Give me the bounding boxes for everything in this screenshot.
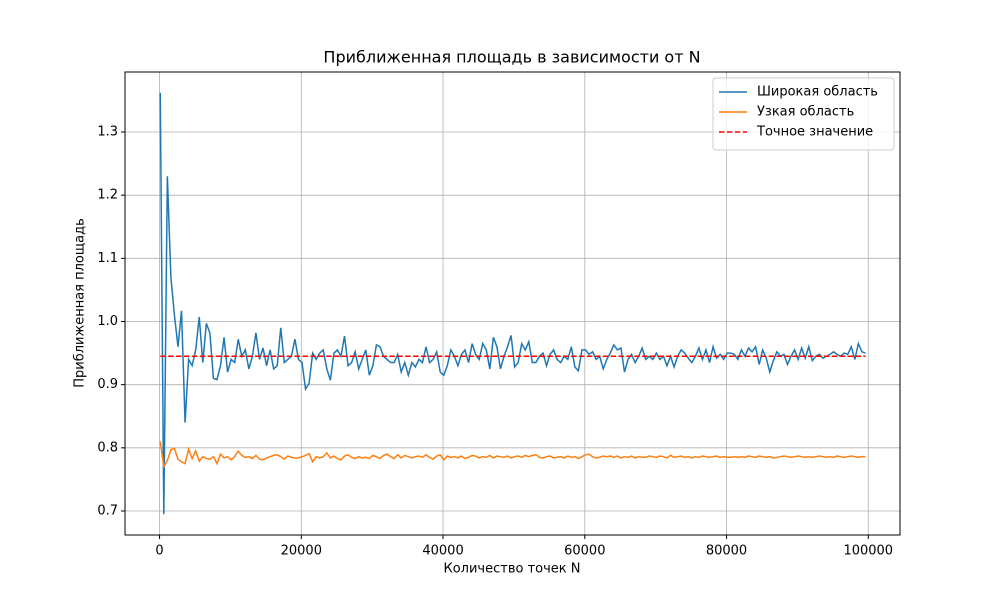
x-tick-label: 100000 — [843, 544, 893, 559]
x-tick-label: 60000 — [564, 544, 605, 559]
y-tick-label: 1.2 — [97, 188, 118, 203]
x-tick-label: 20000 — [281, 544, 322, 559]
legend: Широкая область Узкая область Точное значе… — [712, 77, 895, 151]
plot-area: 0 20000 40000 60000 80000 100000 0.7 0.8 0.9 1.0 1… — [97, 71, 901, 559]
y-tick-label: 1.1 — [97, 251, 118, 266]
axes-frame — [124, 71, 901, 536]
data-line — [159, 92, 866, 515]
legend-box — [712, 77, 895, 151]
legend-label: Широкая область — [757, 85, 878, 100]
x-tick-label: 40000 — [422, 544, 463, 559]
legend-label: Узкая область — [757, 105, 854, 120]
y-tick-label: 1.3 — [97, 125, 118, 140]
chart-title: Приближенная площадь в зависимости от N — [323, 48, 700, 67]
x-tick-label: 80000 — [706, 544, 747, 559]
y-axis-label: Приближенная площадь — [73, 218, 88, 388]
legend-label: Точное значение — [756, 125, 873, 140]
y-tick-label: 1.0 — [97, 314, 118, 329]
x-axis-label: Количество точек N — [443, 562, 580, 577]
x-tick-label: 0 — [155, 544, 163, 559]
y-tick-label: 0.8 — [97, 440, 118, 455]
y-tick-label: 0.7 — [97, 503, 118, 518]
y-tick-label: 0.9 — [97, 377, 118, 392]
data-line — [159, 441, 866, 470]
